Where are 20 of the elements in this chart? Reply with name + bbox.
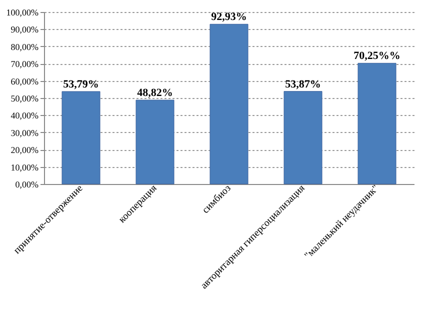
bar [358,62,396,184]
y-tick-label: 80,00% [10,42,39,52]
data-label: 53,79% [63,78,99,90]
data-label: 53,87% [285,78,321,90]
data-label: 92,93% [211,11,247,24]
y-tick-label: 70,00% [10,59,39,70]
y-tick-label: 30,00% [10,128,39,138]
bar [210,24,248,184]
y-tick-label: 90,00% [10,24,39,35]
y-tick-label: 40,00% [10,110,39,121]
bar [136,100,174,184]
y-tick-label: 20,00% [10,145,39,156]
y-tick-label: 10,00% [10,162,39,172]
bar [62,91,100,184]
y-tick-label: 60,00% [10,76,39,86]
y-tick-label: 100,00% [6,8,39,18]
bar [284,91,322,184]
data-label: 70,25%% [354,50,400,62]
data-label: 48,82% [137,87,173,100]
y-tick-label: 50,00% [10,94,39,104]
